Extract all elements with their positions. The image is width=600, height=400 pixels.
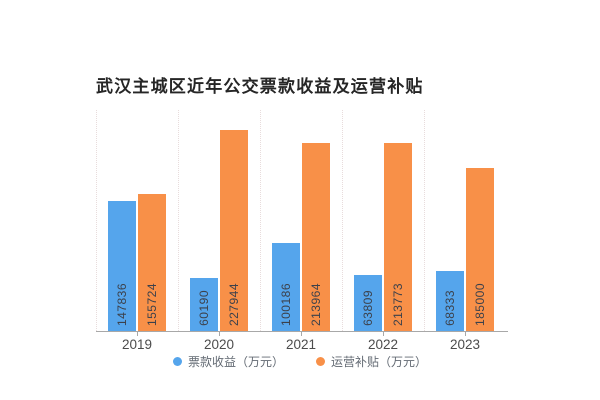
x-axis-tick <box>301 332 302 336</box>
bar-value-label: 63809 <box>361 290 375 326</box>
bar-group-2022: 63809 213773 <box>342 110 424 331</box>
x-axis-label-2019: 2019 <box>121 337 153 352</box>
bar-value-label: 147836 <box>115 282 129 326</box>
x-axis-line <box>96 331 508 332</box>
bar-票款收益（万元）-2022: 63809 <box>354 275 382 331</box>
grid-separator-line <box>178 110 179 331</box>
bar-票款收益（万元）-2019: 147836 <box>108 201 136 331</box>
legend-label: 票款收益（万元） <box>187 355 284 369</box>
bar-value-label: 227944 <box>227 282 241 326</box>
legend-label: 运营补贴（万元） <box>331 355 428 369</box>
legend-dot-icon <box>172 357 182 366</box>
x-axis-tick <box>465 332 466 336</box>
chart-title: 武汉主城区近年公交票款收益及运营补贴 <box>96 77 424 96</box>
bar-value-label: 213964 <box>309 282 323 326</box>
bar-value-label: 155724 <box>145 282 159 326</box>
grid-separator-line <box>424 110 425 331</box>
bar-group-2019: 147836 155724 <box>96 110 178 331</box>
x-axis-tick <box>219 332 220 336</box>
bar-运营补贴（万元）-2019: 155724 <box>138 194 166 331</box>
bar-票款收益（万元）-2021: 100186 <box>272 243 300 331</box>
legend: 票款收益（万元） 运营补贴（万元） <box>0 353 600 370</box>
bar-运营补贴（万元）-2023: 185000 <box>466 168 494 331</box>
bar-运营补贴（万元）-2020: 227944 <box>220 130 248 331</box>
bar-运营补贴（万元）-2022: 213773 <box>384 143 412 331</box>
plot-area: 147836 155724 60190 227944 100186 213964 63809… <box>96 110 506 331</box>
x-axis-label-2023: 2023 <box>449 337 481 352</box>
bar-value-label: 60190 <box>197 290 211 326</box>
x-axis-tick <box>383 332 384 336</box>
x-axis-label-2021: 2021 <box>285 337 317 352</box>
legend-item-1[interactable]: 运营补贴（万元） <box>316 353 427 370</box>
grid-separator-line <box>96 110 97 331</box>
bar-value-label: 213773 <box>391 282 405 326</box>
bar-value-label: 100186 <box>279 282 293 326</box>
bar-group-2020: 60190 227944 <box>178 110 260 331</box>
bar-票款收益（万元）-2023: 68333 <box>436 271 464 331</box>
bar-票款收益（万元）-2020: 60190 <box>190 278 218 331</box>
grid-separator-line <box>260 110 261 331</box>
x-axis-label-2022: 2022 <box>367 337 399 352</box>
bar-group-2023: 68333 185000 <box>424 110 506 331</box>
bar-value-label: 68333 <box>443 290 457 326</box>
x-axis-label-2020: 2020 <box>203 337 235 352</box>
bar-group-2021: 100186 213964 <box>260 110 342 331</box>
legend-dot-icon <box>316 357 325 366</box>
bar-运营补贴（万元）-2021: 213964 <box>302 143 330 331</box>
grid-separator-line <box>342 110 343 331</box>
x-axis-tick <box>137 332 138 336</box>
bar-value-label: 185000 <box>473 282 487 326</box>
legend-item-0[interactable]: 票款收益（万元） <box>172 353 284 370</box>
